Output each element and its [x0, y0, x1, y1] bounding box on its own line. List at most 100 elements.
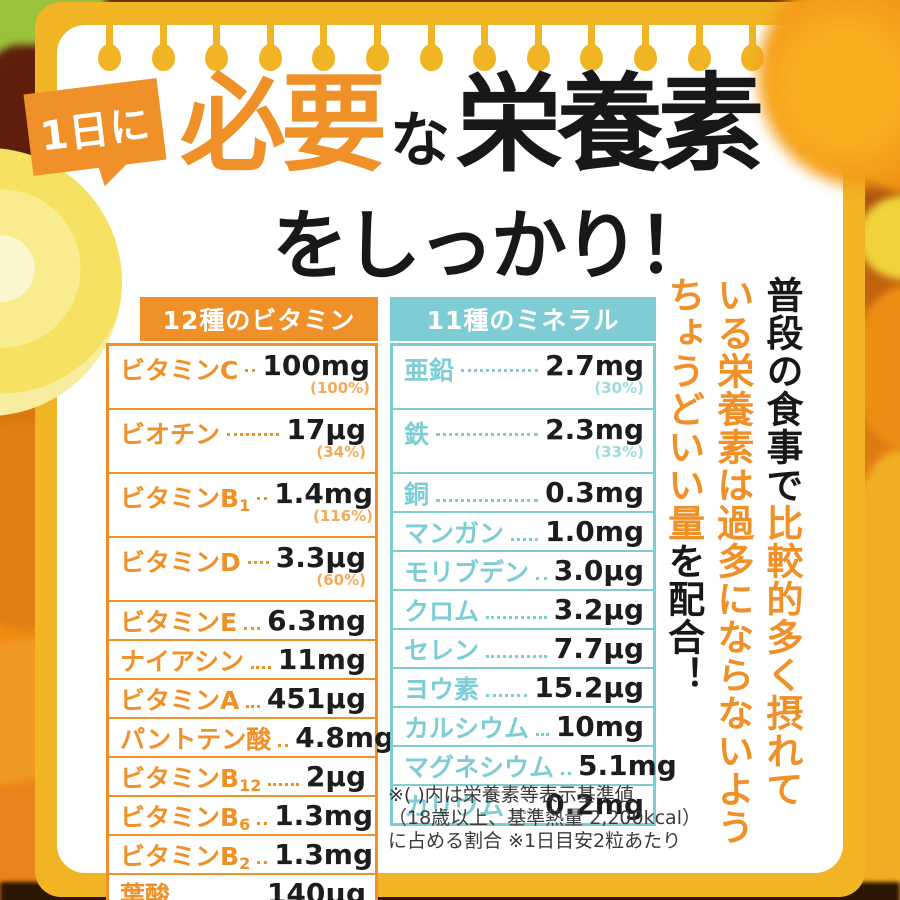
percent-label: (116%): [312, 507, 374, 526]
vertical-copy: 普段の食事で比較的多く摂れて いる栄養素は過多にならないよう ちょうどいい量を配…: [658, 276, 806, 856]
nutrient-value: 1.0mg: [545, 514, 644, 548]
drip-icon: [258, 25, 282, 75]
percent-label: (100%): [309, 379, 371, 398]
table-row: セレン 7.7µg: [393, 630, 653, 669]
nutrient-name: パントテン酸: [120, 724, 272, 754]
dot-leader: [436, 484, 539, 502]
drip-icon: [151, 25, 175, 75]
nutrient-value: 1.3mg: [274, 837, 374, 871]
nutrient-value: 17µg: [286, 413, 366, 446]
dot-leader: [245, 354, 256, 372]
dot-leader: [536, 718, 549, 736]
dot-leader: [511, 796, 539, 814]
nutrient-name: モリブデン: [404, 557, 530, 587]
drip-icon: [526, 25, 550, 75]
vertical-copy-column: 普段の食事で比較的多く摂れて: [757, 276, 806, 856]
vertical-copy-column: ちょうどいい量を配合！: [658, 276, 707, 856]
table-row: ビタミンB 2 1.3mg: [109, 836, 375, 875]
drip-icon: [98, 25, 121, 75]
table-row: カリウム 0.2mg: [393, 786, 653, 823]
table-row: カルシウム 10mg: [393, 708, 653, 747]
nutrient-name: セレン: [404, 635, 480, 665]
dot-leader: [251, 651, 271, 669]
nutrient-name: ビタミンB: [120, 841, 240, 871]
mineral-table-body: 亜鉛 2.7mg (30%) 鉄 2.3mg (33%) 銅 0.3mg マンガン …: [390, 343, 677, 826]
table-row: パントテン酸 4.8mg: [109, 719, 394, 758]
table-row: ビタミンD 3.3µg (60%): [109, 538, 375, 602]
table-row: ビタミンE 6.3mg: [109, 602, 375, 641]
nutrient-value: 2.3mg: [545, 413, 644, 446]
drip-icon: [473, 25, 497, 75]
nutrient-value: 7.7µg: [553, 631, 644, 665]
drip-icon: [687, 25, 711, 75]
copy-orange-segment: ちょうどいい量: [661, 276, 705, 542]
nutrient-name: ビタミンB: [120, 802, 240, 832]
nutrient-name: ビタミンB: [120, 484, 240, 513]
nutrient-name: ビタミンB: [120, 763, 240, 793]
title-particle: な: [390, 106, 450, 176]
dot-leader: [268, 768, 299, 786]
dot-leader: [461, 354, 539, 372]
dot-leader: [257, 807, 268, 825]
dot-leader: [436, 418, 539, 436]
table-row: クロム 3.2µg: [393, 591, 653, 630]
dot-leader: [257, 846, 268, 864]
table-row: ビタミンB 12 2µg: [109, 758, 375, 797]
drip-icon: [366, 25, 390, 75]
vitamin-table: 12種のビタミン ビタミンC 100mg (100%) ビオチン 17µg (34%…: [106, 297, 394, 900]
nutrient-name: クロム: [404, 596, 480, 626]
nutrient-name: カリウム: [404, 791, 505, 821]
mineral-table: 11種のミネラル 亜鉛 2.7mg (30%) 鉄 2.3mg (33%) 銅 0.…: [390, 297, 677, 826]
footnote: ※( )内は栄養素等表示基準値 （18歳以上、基準熱量 2,200kcal） に…: [388, 784, 701, 852]
nutrient-name: ビタミンA: [120, 685, 240, 715]
nutrient-name-subscript: 1: [239, 496, 251, 515]
dot-leader: [561, 757, 572, 775]
dot-leader: [177, 885, 260, 900]
nutrient-value: 11mg: [277, 642, 366, 676]
table-row: ビタミンB 1 1.4mg (116%): [109, 474, 375, 538]
nutrient-value: 451µg: [266, 681, 366, 715]
nutrient-name-subscript: 2: [239, 853, 251, 873]
nutrient-name-subscript: 12: [239, 775, 262, 795]
table-row: ビオチン 17µg (34%): [109, 410, 375, 474]
dot-leader: [244, 612, 261, 630]
footnote-line: ※( )内は栄養素等表示基準値: [388, 784, 634, 806]
nutrient-value: 15.2µg: [534, 670, 644, 704]
drip-icon: [580, 25, 604, 75]
percent-label: (30%): [594, 379, 644, 398]
dot-leader: [227, 418, 280, 436]
nutrient-value: 0.2mg: [545, 787, 644, 821]
vitamin-table-header: 12種のビタミン: [140, 297, 378, 341]
dot-leader: [486, 640, 547, 658]
nutrient-value: 100mg: [262, 349, 371, 382]
copy-orange-segment: 比較的多く摂れて: [760, 504, 803, 808]
nutrient-value: 3.2µg: [553, 592, 644, 626]
nutrient-name: ビタミンD: [120, 548, 241, 577]
bubble-text: 1日に: [37, 101, 154, 161]
nutrient-name: 葉酸: [120, 880, 171, 900]
dot-leader: [247, 546, 269, 564]
table-row: モリブデン 3.0µg: [393, 552, 653, 591]
vertical-copy-column: いる栄養素は過多にならないよう: [708, 276, 757, 856]
nutrient-name: 銅: [404, 479, 430, 509]
copy-orange-segment: いる栄養素は過多にならないよう: [710, 276, 754, 846]
title-accent-word: 必要: [180, 63, 387, 186]
nutrient-name: 亜鉛: [404, 356, 455, 385]
vitamin-table-body: ビタミンC 100mg (100%) ビオチン 17µg (34%) ビタミンB 1 …: [106, 343, 394, 900]
nutrient-name: ヨウ素: [404, 674, 480, 704]
footnote-line: （18歳以上、基準熱量 2,200kcal）: [388, 806, 701, 829]
nutrient-name-subscript: 6: [239, 814, 251, 834]
dot-leader: [536, 562, 547, 580]
nutrient-value: 4.8mg: [295, 720, 395, 754]
dot-leader: [246, 690, 260, 708]
nutrient-value: 5.1mg: [578, 748, 677, 782]
drip-icon: [419, 25, 443, 75]
speech-bubble: 1日に: [23, 78, 167, 176]
dot-leader: [278, 729, 289, 747]
nutrient-value: 6.3mg: [267, 603, 366, 637]
table-row: 鉄 2.3mg (33%): [393, 410, 653, 474]
mineral-table-header: 11種のミネラル: [390, 297, 656, 341]
nutrient-value: 0.3mg: [545, 475, 644, 509]
table-row: ビタミンC 100mg (100%): [109, 346, 375, 410]
